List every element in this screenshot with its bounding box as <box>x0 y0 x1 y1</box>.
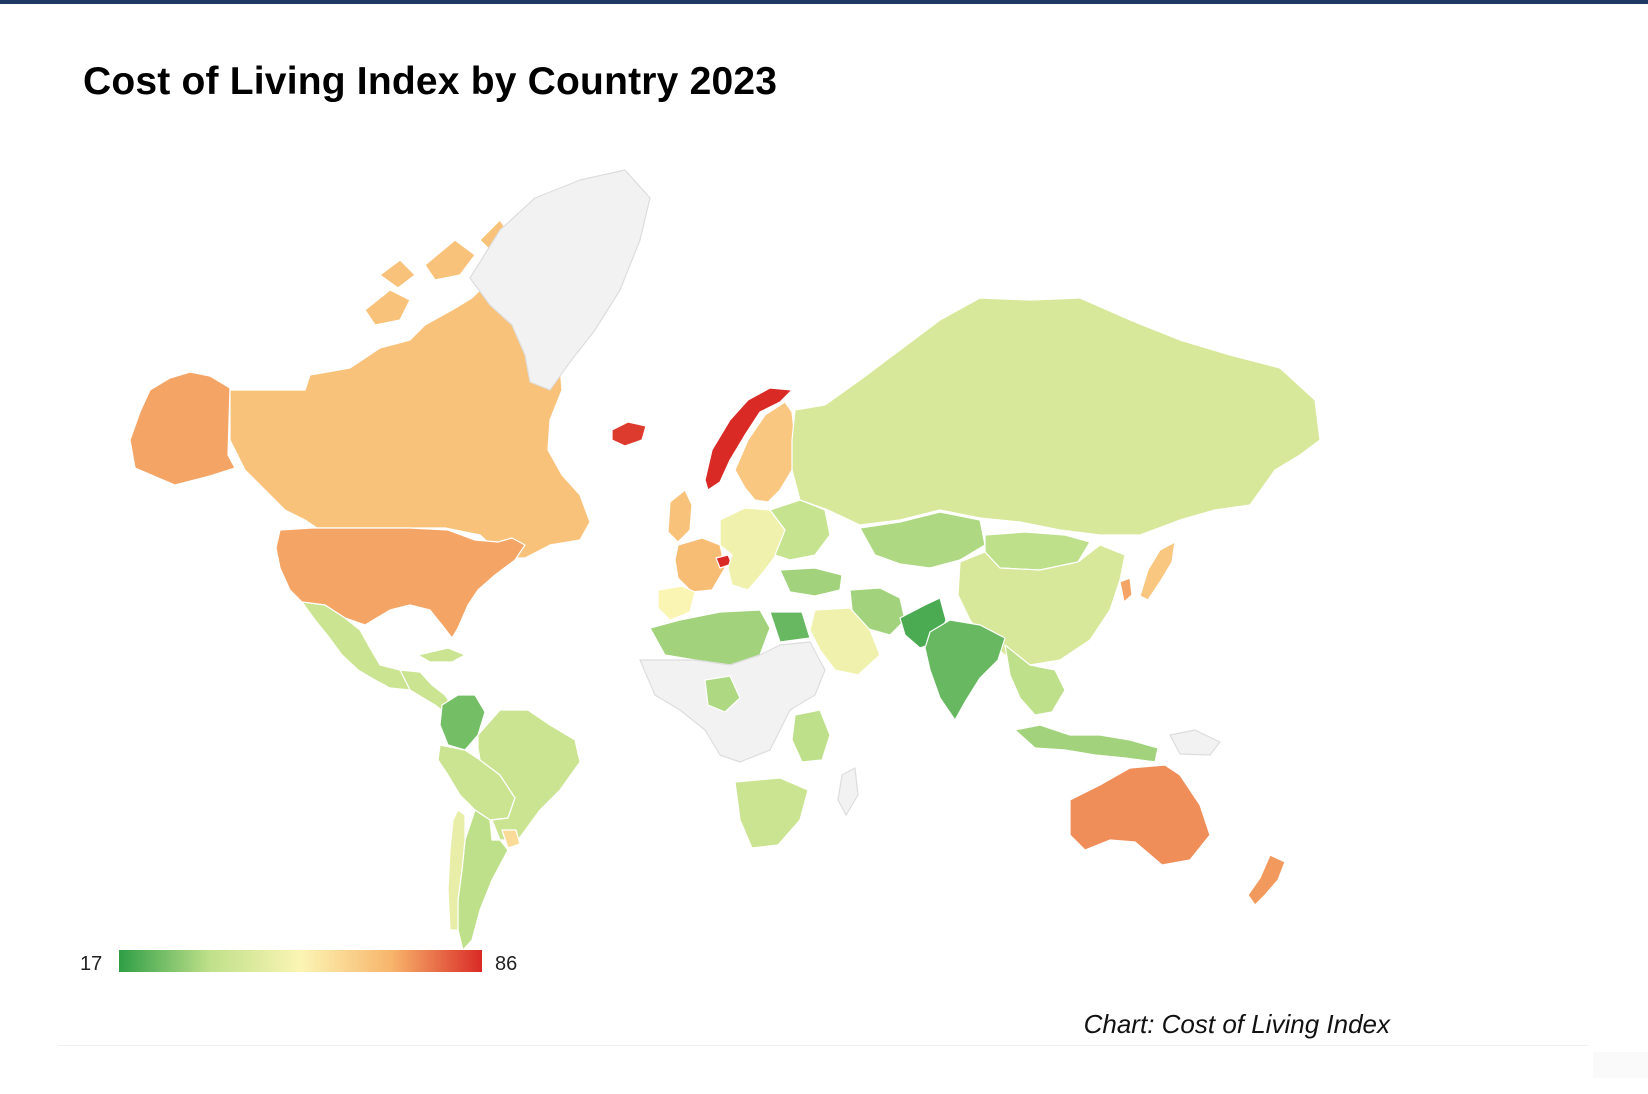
footer-divider <box>58 1045 1588 1046</box>
region-canada-islands[interactable] <box>364 219 513 326</box>
region-madagascar[interactable] <box>837 767 859 816</box>
region-japan[interactable] <box>1139 541 1176 601</box>
region-australia[interactable] <box>1069 764 1211 866</box>
region-france[interactable] <box>674 537 726 593</box>
region-southeast-asia[interactable] <box>1004 644 1066 716</box>
region-papua-new-guinea[interactable] <box>1169 729 1221 756</box>
region-greenland[interactable] <box>469 169 651 391</box>
region-kazakhstan[interactable] <box>859 511 986 569</box>
region-nigeria[interactable] <box>704 675 741 713</box>
region-central-america[interactable] <box>399 647 466 716</box>
region-india[interactable] <box>924 619 1006 721</box>
region-turkey[interactable] <box>779 567 843 597</box>
region-uruguay[interactable] <box>501 829 521 849</box>
region-egypt[interactable] <box>769 611 811 643</box>
region-norway[interactable] <box>704 387 793 491</box>
region-north-africa[interactable] <box>649 609 771 666</box>
region-russia[interactable] <box>791 297 1321 536</box>
legend-max-label: 86 <box>495 953 518 975</box>
corner-placeholder <box>1593 1052 1648 1078</box>
world-map-svg <box>129 169 1321 951</box>
legend-min-label: 17 <box>80 953 103 975</box>
region-iceland[interactable] <box>611 421 647 447</box>
region-new-zealand[interactable] <box>1247 854 1286 906</box>
region-korea[interactable] <box>1119 577 1133 603</box>
chart-source-caption: Chart: Cost of Living Index <box>1083 1009 1390 1039</box>
region-saudi-arabia[interactable] <box>809 607 881 676</box>
world-map <box>80 150 1400 1000</box>
region-uk[interactable] <box>667 489 693 543</box>
top-accent-bar <box>0 0 1648 4</box>
legend-gradient-bar <box>119 950 482 972</box>
region-indonesia[interactable] <box>1014 724 1159 763</box>
region-southern-africa[interactable] <box>734 777 809 849</box>
region-usa[interactable] <box>275 527 526 639</box>
region-alaska[interactable] <box>129 371 236 486</box>
region-east-africa[interactable] <box>791 709 831 763</box>
region-iberia[interactable] <box>657 585 696 621</box>
chart-title: Cost of Living Index by Country 2023 <box>83 60 778 103</box>
region-chile[interactable] <box>447 809 466 931</box>
region-central-europe[interactable] <box>719 507 786 591</box>
